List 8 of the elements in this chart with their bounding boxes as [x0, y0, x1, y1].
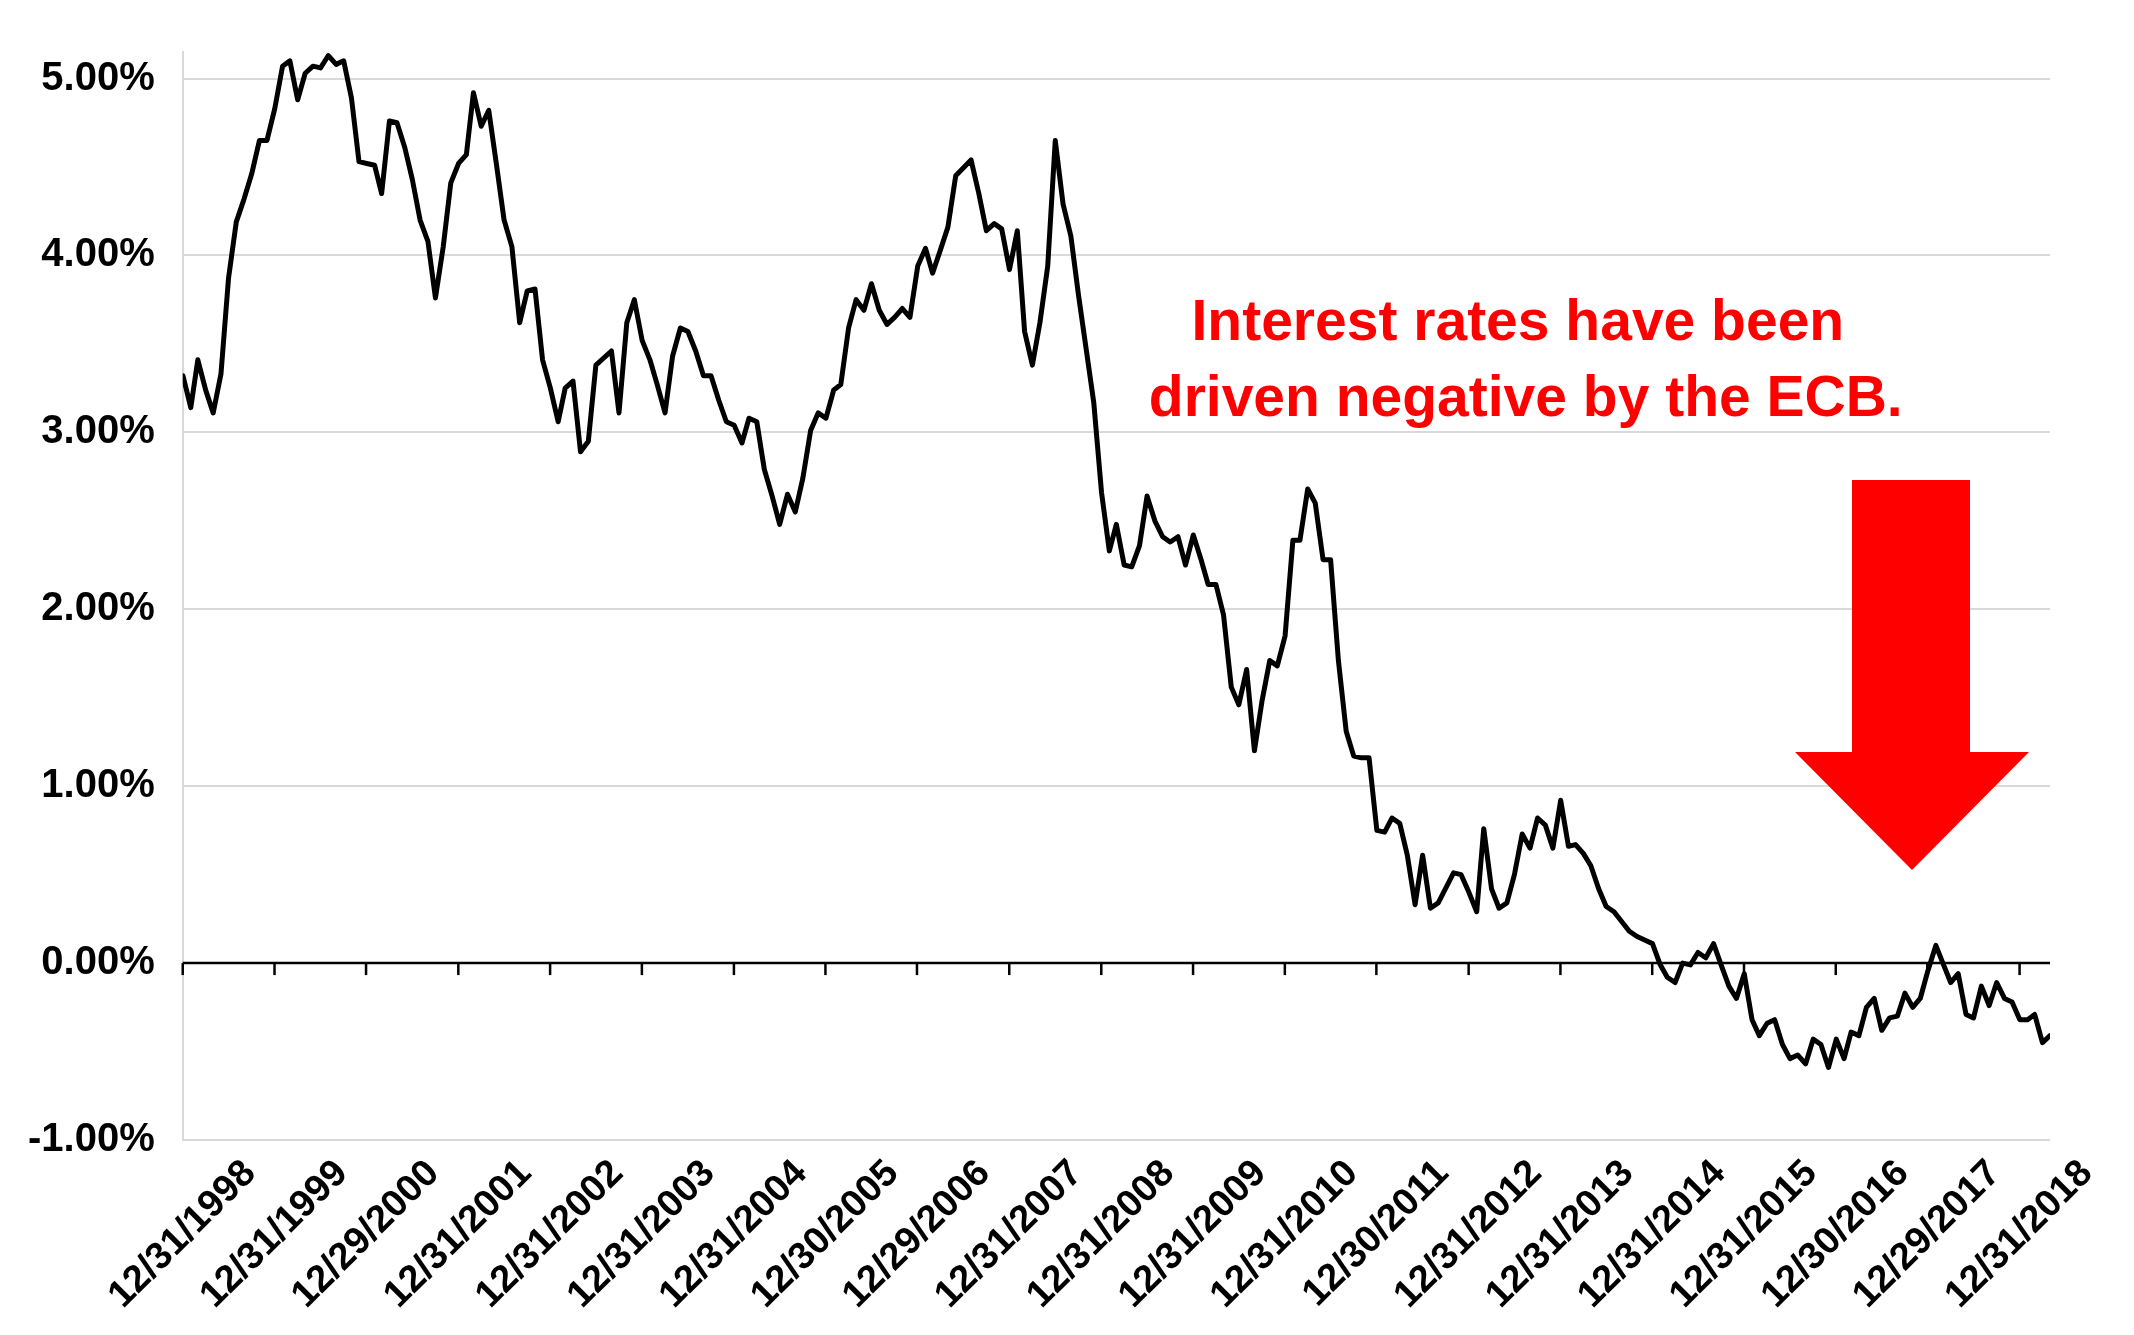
y-tick-label: -1.00% [27, 1115, 155, 1160]
y-tick-label: 4.00% [41, 230, 155, 275]
y-tick-label: 5.00% [41, 53, 155, 98]
y-tick-label: 3.00% [41, 407, 155, 452]
y-tick-label: 0.00% [41, 938, 155, 983]
annotation: Interest rates have been driven negative by the ECB. [1132, 288, 1903, 428]
y-tick-label: 2.00% [41, 584, 155, 629]
y-tick-label: 1.00% [41, 761, 155, 806]
